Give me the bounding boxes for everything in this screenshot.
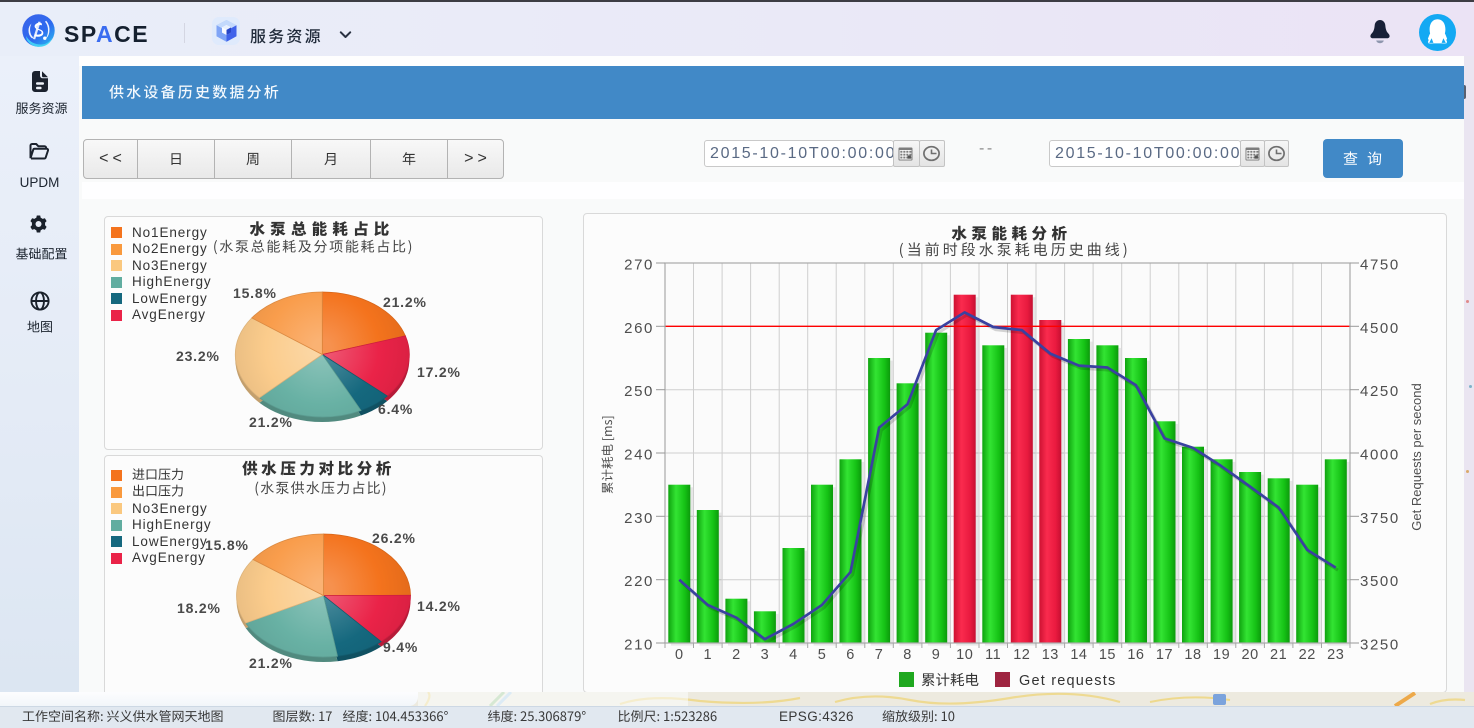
- svg-text:13: 13: [1042, 647, 1059, 663]
- svg-text:18: 18: [1184, 647, 1201, 663]
- svg-text:2: 2: [732, 647, 741, 663]
- svg-text:20: 20: [1242, 647, 1259, 663]
- svg-text:21: 21: [1270, 647, 1287, 663]
- svg-text:Get Requests per second: Get Requests per second: [1409, 383, 1424, 530]
- svg-text:3500: 3500: [1360, 573, 1400, 590]
- svg-text:8: 8: [903, 647, 912, 663]
- svg-text:4: 4: [789, 647, 798, 663]
- svg-text:16: 16: [1127, 647, 1144, 663]
- svg-text:210: 210: [624, 637, 654, 654]
- svg-text:12: 12: [1013, 647, 1030, 663]
- svg-text:5: 5: [818, 647, 827, 663]
- svg-text:270: 270: [624, 257, 654, 274]
- svg-text:23: 23: [1327, 647, 1344, 663]
- svg-text:4500: 4500: [1360, 320, 1400, 337]
- svg-text:10: 10: [956, 647, 973, 663]
- svg-text:250: 250: [624, 383, 654, 400]
- svg-text:Get requests: Get requests: [1019, 673, 1116, 689]
- svg-text:22: 22: [1299, 647, 1316, 663]
- svg-text:240: 240: [624, 447, 654, 464]
- svg-text:3750: 3750: [1360, 510, 1400, 527]
- svg-text:4750: 4750: [1360, 257, 1400, 274]
- svg-text:15: 15: [1099, 647, 1116, 663]
- svg-text:220: 220: [624, 573, 654, 590]
- svg-text:1: 1: [704, 647, 713, 663]
- svg-text:7: 7: [875, 647, 884, 663]
- svg-text:6: 6: [846, 647, 855, 663]
- svg-text:4000: 4000: [1360, 447, 1400, 464]
- svg-text:11: 11: [985, 647, 1001, 663]
- svg-text:230: 230: [624, 510, 654, 527]
- svg-text:0: 0: [675, 647, 684, 663]
- svg-text:3250: 3250: [1360, 637, 1400, 654]
- svg-text:260: 260: [624, 320, 654, 337]
- svg-text:17: 17: [1156, 647, 1173, 663]
- svg-text:19: 19: [1213, 647, 1230, 663]
- svg-text:3: 3: [761, 647, 770, 663]
- svg-text:9: 9: [932, 647, 941, 663]
- svg-text:14: 14: [1070, 647, 1087, 663]
- svg-text:4250: 4250: [1360, 383, 1400, 400]
